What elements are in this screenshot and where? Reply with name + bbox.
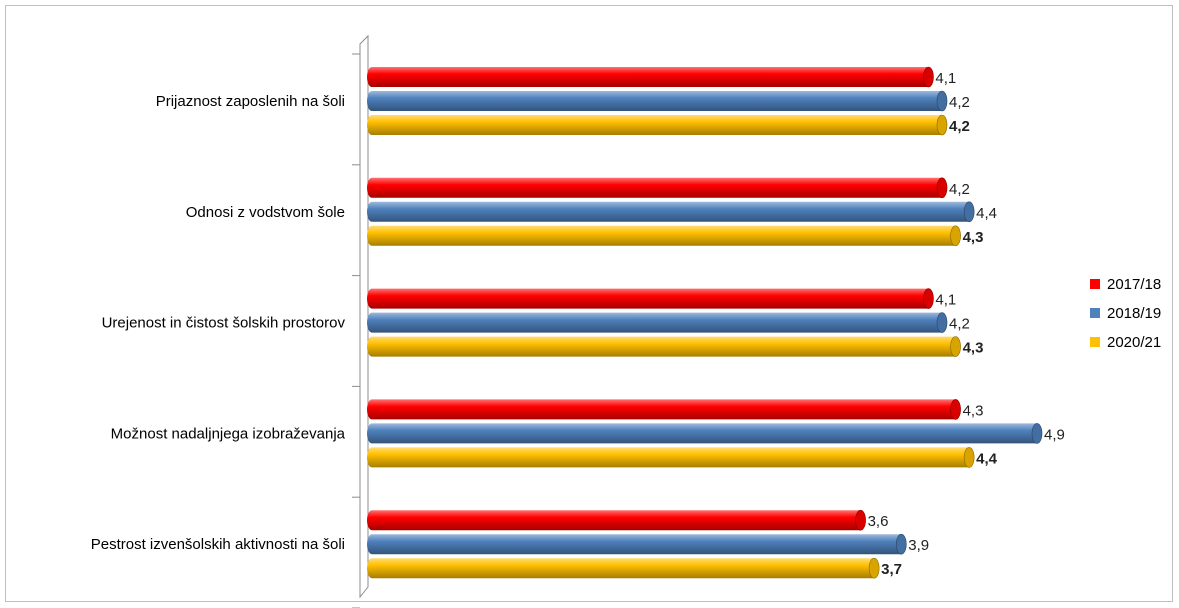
- value-label-2020-21-odnosi-z-vodstvom-sole: 4,3: [963, 229, 984, 246]
- value-label-2020-21-prijaznost-zaposlenih-na-soli: 4,2: [949, 118, 970, 135]
- value-label-2017-18-pestrost-izvensolskih-aktivnosti-na-soli: 3,6: [868, 513, 889, 530]
- bar-2020-21-prijaznost-zaposlenih-na-soli: [367, 114, 948, 136]
- category-label-pestrost-izvensolskih-aktivnosti-na-soli: Pestrost izvenšolskih aktivnosti na šoli: [91, 536, 345, 553]
- category-label-odnosi-z-vodstvom-sole: Odnosi z vodstvom šole: [186, 204, 345, 221]
- category-label-moznost-nadaljnjega-izobrazevanja: Možnost nadaljnjega izobraževanja: [111, 425, 346, 442]
- legend-swatch-2020-21: [1090, 337, 1100, 347]
- axis-wall: [359, 34, 369, 599]
- value-label-2020-21-moznost-nadaljnjega-izobrazevanja: 4,4: [976, 450, 998, 467]
- value-label-2017-18-moznost-nadaljnjega-izobrazevanja: 4,3: [963, 402, 984, 419]
- value-label-2018-19-moznost-nadaljnjega-izobrazevanja: 4,9: [1044, 426, 1065, 443]
- value-label-2018-19-odnosi-z-vodstvom-sole: 4,4: [976, 205, 997, 222]
- bar-2020-21-moznost-nadaljnjega-izobrazevanja: [367, 447, 975, 468]
- legend-item-2018-19: 2018/19: [1090, 305, 1161, 322]
- legend-swatch-2017-18: [1090, 279, 1100, 289]
- category-axis: [352, 34, 369, 608]
- value-label-2017-18-prijaznost-zaposlenih-na-soli: 4,1: [935, 70, 956, 87]
- value-labels: 4,1 4,2 4,2 4,2 4,4 4,3 4,1 4,2 4,3 4,3 4,9 4,4 3,6 3…: [868, 70, 1065, 578]
- category-labels: Prijaznost zaposlenih na šoli Odnosi z vo…: [91, 93, 346, 553]
- bar-2018-19-prijaznost-zaposlenih-na-soli: [367, 90, 948, 112]
- value-label-2018-19-prijaznost-zaposlenih-na-soli: 4,2: [949, 94, 970, 111]
- bar-2017-18-urejenost-in-cistost-solskih-prostorov: [367, 288, 934, 309]
- legend-label-2020-21: 2020/21: [1107, 334, 1161, 351]
- bar-2017-18-prijaznost-zaposlenih-na-soli: [367, 66, 934, 88]
- legend: 2017/18 2018/19 2020/21: [1090, 276, 1161, 351]
- category-label-prijaznost-zaposlenih-na-soli: Prijaznost zaposlenih na šoli: [156, 93, 345, 110]
- bar-2017-18-pestrost-izvensolskih-aktivnosti-na-soli: [367, 509, 866, 531]
- legend-item-2020-21: 2020/21: [1090, 334, 1161, 351]
- bar-2018-19-urejenost-in-cistost-solskih-prostorov: [367, 312, 948, 333]
- legend-item-2017-18: 2017/18: [1090, 276, 1161, 293]
- bar-2017-18-odnosi-z-vodstvom-sole: [367, 177, 948, 199]
- legend-swatch-2018-19: [1090, 308, 1100, 318]
- bar-2017-18-moznost-nadaljnjega-izobrazevanja: [367, 399, 961, 420]
- value-label-2017-18-urejenost-in-cistost-solskih-prostorov: 4,1: [935, 292, 956, 309]
- legend-label-2018-19: 2018/19: [1107, 305, 1161, 322]
- bar-2020-21-urejenost-in-cistost-solskih-prostorov: [367, 336, 961, 357]
- category-label-urejenost-in-cistost-solskih-prostorov: Urejenost in čistost šolskih prostorov: [102, 315, 346, 332]
- value-label-2020-21-urejenost-in-cistost-solskih-prostorov: 4,3: [963, 340, 984, 357]
- value-label-2020-21-pestrost-izvensolskih-aktivnosti-na-soli: 3,7: [881, 561, 902, 578]
- value-label-2018-19-urejenost-in-cistost-solskih-prostorov: 4,2: [949, 316, 970, 333]
- legend-label-2017-18: 2017/18: [1107, 276, 1161, 293]
- bar-2020-21-pestrost-izvensolskih-aktivnosti-na-soli: [367, 557, 880, 579]
- bar-2020-21-odnosi-z-vodstvom-sole: [367, 225, 961, 247]
- chart-frame: [5, 5, 1173, 602]
- bar-2018-19-pestrost-izvensolskih-aktivnosti-na-soli: [367, 533, 907, 555]
- value-label-2017-18-odnosi-z-vodstvom-sole: 4,2: [949, 181, 970, 198]
- bar-2018-19-odnosi-z-vodstvom-sole: [367, 201, 975, 223]
- value-label-2018-19-pestrost-izvensolskih-aktivnosti-na-soli: 3,9: [908, 537, 929, 554]
- bar-2018-19-moznost-nadaljnjega-izobrazevanja: [367, 423, 1043, 444]
- bars: [367, 66, 1043, 579]
